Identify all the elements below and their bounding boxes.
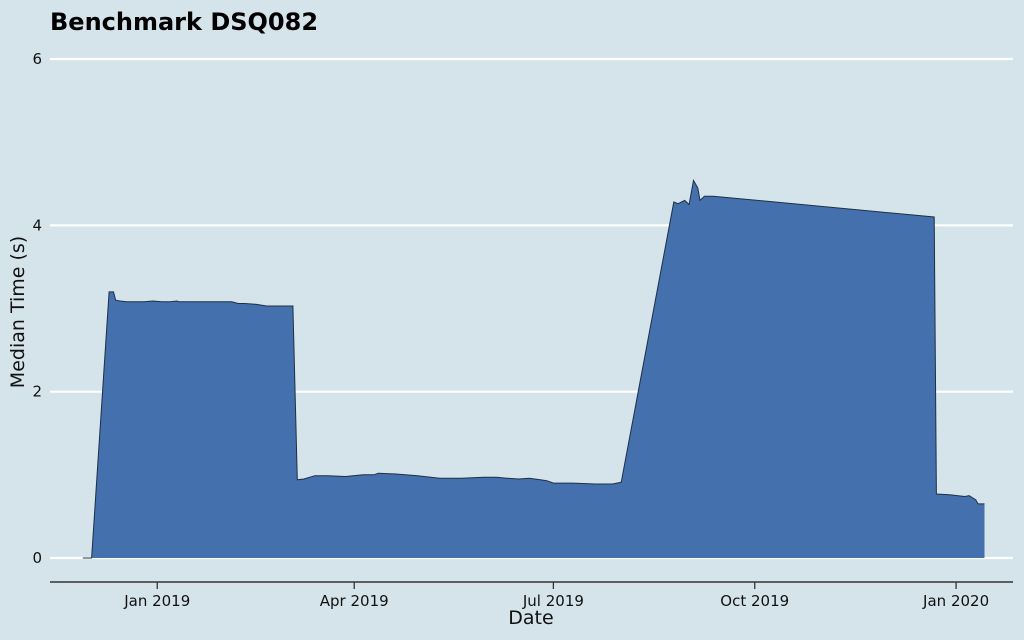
area-line-0 xyxy=(82,178,985,559)
x-tick-label-1: Apr 2019 xyxy=(320,592,389,610)
x-tick-label-0: Jan 2019 xyxy=(123,592,190,610)
y-tick-label-1: 2 xyxy=(32,383,42,401)
y-tick-label-0: 0 xyxy=(32,549,42,567)
y-axis-label: Median Time (s) xyxy=(7,236,29,388)
chart-title: Benchmark DSQ082 xyxy=(50,8,318,36)
y-ticks: 0 2 4 6 xyxy=(32,50,42,567)
area-series xyxy=(82,178,985,559)
x-tick-label-2: Jul 2019 xyxy=(522,592,584,610)
x-tick-label-4: Jan 2020 xyxy=(922,592,989,610)
x-axis-label: Date xyxy=(508,607,553,629)
x-ticks: Jan 2019 Apr 2019 Jul 2019 Oct 2019 Jan 2020 xyxy=(123,582,989,610)
area-fill-0 xyxy=(82,180,985,558)
y-tick-label-2: 4 xyxy=(32,216,42,234)
x-tick-label-3: Oct 2019 xyxy=(720,592,789,610)
y-tick-label-3: 6 xyxy=(32,50,42,68)
